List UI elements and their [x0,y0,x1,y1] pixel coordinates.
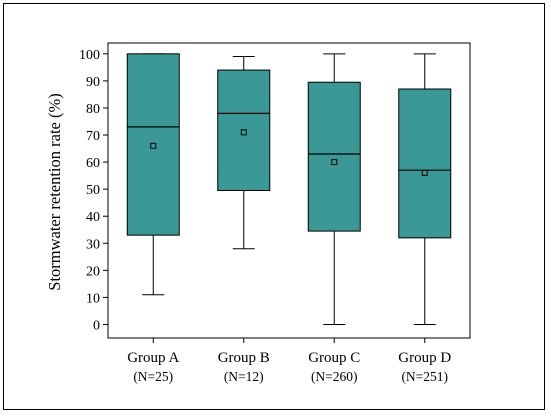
y-tick-label: 70 [86,129,100,144]
y-tick-label: 50 [86,183,100,198]
y-tick-label: 30 [86,237,100,252]
mean-marker [150,142,157,149]
y-tick-label: 10 [86,291,100,306]
sample-size-label: (N=25) [133,369,173,384]
plot-area: 0 10 20 30 40 50 60 70 80 90 100 Group A (N=25) Group… [79,42,471,384]
y-tick-label: 90 [86,75,100,90]
sample-size-label: (N=251) [401,369,448,384]
category-label: Group A [127,350,179,366]
category-label: Group C [308,350,360,366]
box-group-a [126,53,180,236]
box-group-d [398,88,452,239]
y-tick-label: 0 [93,318,100,333]
plot-border [107,42,471,339]
chart-frame [3,3,545,410]
y-tick-label: 20 [86,264,100,279]
box-group-c [307,81,361,232]
sample-size-label: (N=12) [224,369,264,384]
sample-size-label: (N=260) [311,369,358,384]
y-tick-label: 60 [86,156,100,171]
mean-marker [240,129,247,136]
mean-marker [421,169,428,176]
y-tick-label: 80 [86,102,100,117]
y-tick-label: 100 [79,48,100,63]
category-label: Group B [218,350,270,366]
y-axis-title: Stormwater retention rate (%) [45,93,64,290]
mean-marker [331,159,338,166]
category-label: Group D [398,350,451,366]
y-tick-label: 40 [86,210,100,225]
